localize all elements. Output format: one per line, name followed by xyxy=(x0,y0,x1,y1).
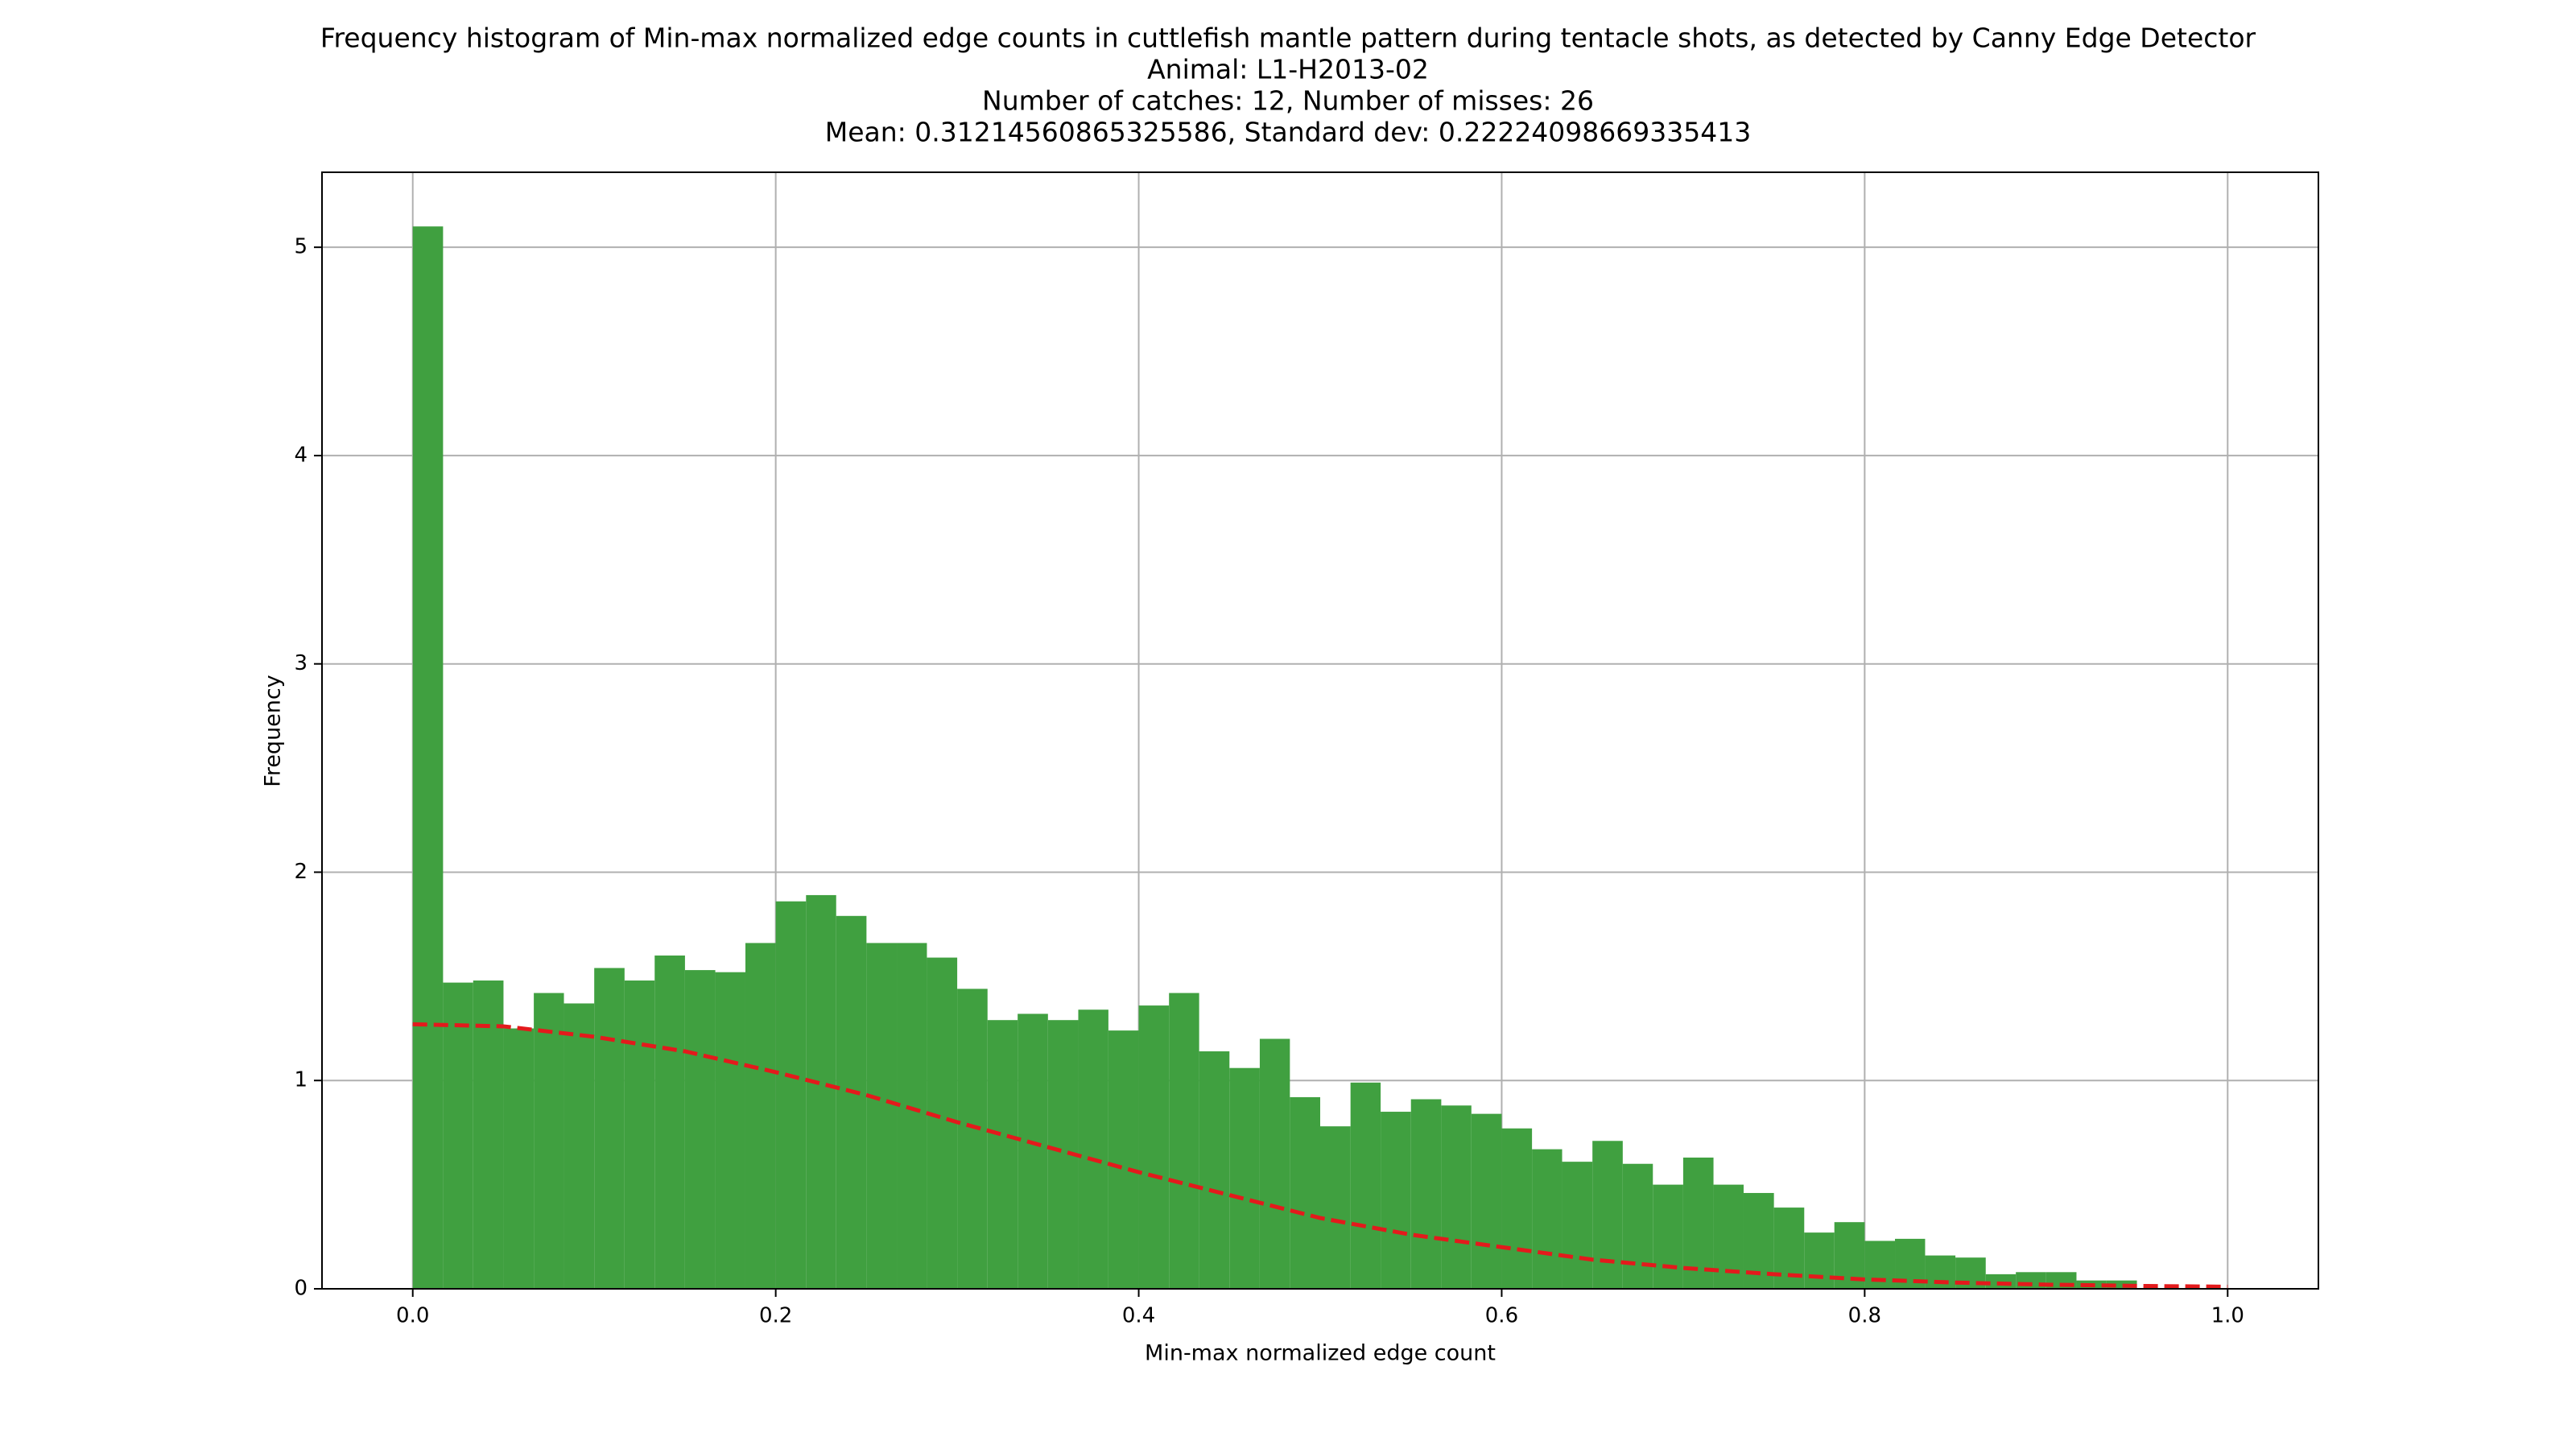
bar xyxy=(715,972,745,1289)
bar xyxy=(1350,1082,1381,1289)
bar xyxy=(1410,1099,1442,1289)
x-tick-label: 0.6 xyxy=(1485,1304,1518,1328)
bar xyxy=(684,970,716,1289)
y-tick-label: 4 xyxy=(294,443,308,467)
bar xyxy=(1532,1149,1563,1289)
bar xyxy=(1018,1013,1048,1289)
bar xyxy=(2106,1280,2137,1289)
chart-subtitle: Animal: L1-H2013-02 xyxy=(1147,54,1429,85)
chart-subtitle: Mean: 0.31214560865325586, Standard dev:… xyxy=(825,117,1752,148)
bar xyxy=(987,1020,1018,1289)
bar xyxy=(1259,1038,1290,1289)
bar xyxy=(1441,1105,1472,1289)
bar xyxy=(412,226,444,1290)
bar xyxy=(1501,1128,1533,1289)
bar xyxy=(1592,1141,1623,1289)
chart-subtitle: Number of catches: 12, Number of misses:… xyxy=(982,85,1594,117)
bar xyxy=(1381,1112,1411,1289)
bar xyxy=(1562,1162,1593,1289)
bar xyxy=(1653,1184,1683,1289)
bar xyxy=(624,980,655,1289)
bar xyxy=(897,943,927,1289)
y-tick-label: 2 xyxy=(294,860,308,884)
y-tick-label: 5 xyxy=(294,235,308,259)
chart-title: Frequency histogram of Min-max normalize… xyxy=(320,23,2256,54)
x-tick-label: 0.4 xyxy=(1122,1304,1155,1328)
bar xyxy=(745,943,776,1289)
fit-curve xyxy=(412,1022,2228,1289)
bar xyxy=(1078,1009,1108,1289)
axes-frame xyxy=(321,171,2319,1290)
x-tick-label: 1.0 xyxy=(2211,1304,2244,1328)
y-tick-label: 0 xyxy=(294,1277,308,1301)
bar xyxy=(1320,1126,1351,1289)
bar xyxy=(443,982,473,1289)
bar xyxy=(1229,1067,1260,1289)
bar xyxy=(654,955,685,1289)
bar xyxy=(1622,1163,1653,1289)
bar xyxy=(775,901,807,1289)
bar xyxy=(1290,1096,1320,1289)
x-tick-label: 0.0 xyxy=(396,1304,429,1328)
bar xyxy=(927,957,958,1289)
bar xyxy=(836,915,867,1289)
bar xyxy=(534,993,564,1289)
bar xyxy=(866,943,898,1289)
y-axis-label: Frequency xyxy=(261,675,286,787)
bar xyxy=(1471,1113,1502,1289)
x-tick-label: 0.8 xyxy=(1848,1304,1881,1328)
y-tick-label: 3 xyxy=(294,651,308,675)
x-tick-label: 0.2 xyxy=(759,1304,792,1328)
bar xyxy=(1138,1005,1170,1289)
bar xyxy=(1108,1030,1139,1289)
y-tick-label: 1 xyxy=(294,1068,308,1092)
bar xyxy=(1804,1232,1835,1289)
bar xyxy=(564,1003,595,1289)
bar xyxy=(957,989,988,1289)
bar xyxy=(473,980,504,1289)
bar xyxy=(594,968,625,1289)
bar xyxy=(806,894,836,1289)
bar xyxy=(1199,1051,1230,1289)
bar xyxy=(1169,993,1199,1289)
x-axis-label: Min-max normalized edge count xyxy=(1145,1341,1496,1366)
bar xyxy=(503,1028,535,1289)
